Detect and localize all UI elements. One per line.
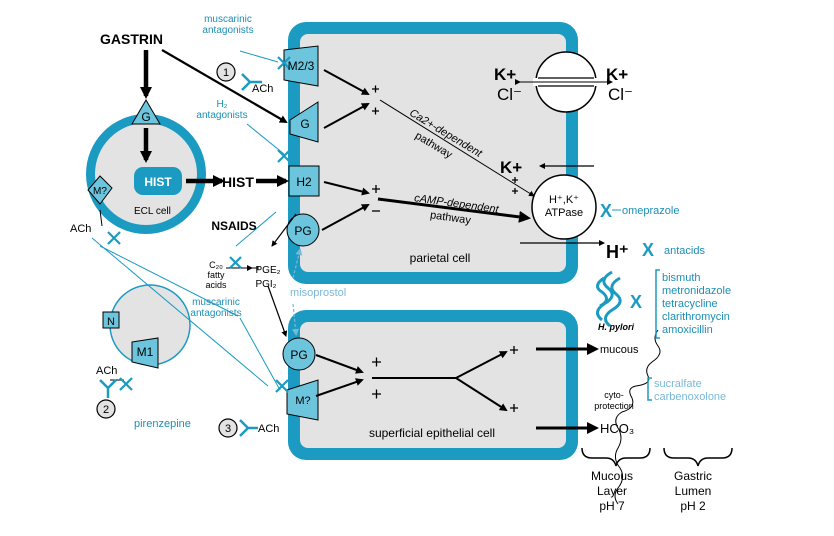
misoprostol-label: misoprostol [290,287,346,299]
k-plus-left: K+ [494,65,516,84]
k-cl-channel [515,51,613,113]
atpase-pump [531,174,597,240]
superficial-cell-label: superficial epithelial cell [369,426,495,440]
mucous-layer-line1: Mucous [591,469,633,483]
omeprazole-x: X [600,201,612,221]
hco3-label: HCO₃ [600,421,634,436]
carbenoxolone-label: carbenoxolone [654,391,726,403]
pirenzepine-label: pirenzepine [134,418,191,430]
hist-granule-label: HIST [144,175,172,189]
hist-label: HIST [222,174,254,190]
pg-receptor-parietal [286,213,320,247]
drug-target-lines [91,50,621,391]
mucous-label: mucous [600,344,639,356]
parietal-cell [288,22,578,284]
k-plus-right: K+ [606,65,628,84]
step-3-label: 3 [225,423,231,435]
amoxicillin-label: amoxicillin [662,324,713,336]
mucous-layer-line3: pH 7 [599,499,625,513]
g-ecl-label: G [141,110,150,124]
m-receptor-ecl [87,175,113,205]
gastric-lumen-line3: pH 2 [680,499,706,513]
step-2-label: 2 [103,404,109,416]
mucous-layer-line2: Layer [597,484,627,498]
h-pylori-icon [596,270,622,328]
misoprostol-arrows [292,248,303,336]
sucralfate-label: sucralfate [654,378,702,390]
camp-pathway-line2: pathway [429,209,472,227]
ach-label-neuron: ACh [96,365,117,377]
ach-label-ecl: ACh [70,223,91,235]
c20-line3: acids [205,280,227,290]
ach-ligands [99,73,262,437]
gastrin-label: GASTRIN [100,31,163,47]
hist-granule [134,167,182,195]
cytoprotection-line2: protection [594,401,634,411]
nsaids-label: NSAIDS [211,219,256,233]
m-epithelial-label: M? [295,395,310,407]
ecl-cell-label: ECL cell [134,206,171,217]
muscarinic-antagonists-mid-line1: muscarinic [192,297,240,308]
summation-signs [372,85,518,412]
muscarinic-antagonists-top-line1: muscarinic [204,14,252,25]
step-1-label: 1 [223,67,229,79]
g-parietal-label: G [300,117,309,131]
omeprazole-label: omeprazole [622,205,679,217]
tetracycline-label: tetracycline [662,298,718,310]
cl-minus-left: Cl⁻ [497,85,522,104]
pg-epithelial-label: PG [290,348,307,362]
antacids-label: antacids [664,245,705,257]
pg-parietal-label: PG [294,224,311,238]
atpase-line1: H⁺,K⁺ [549,194,579,206]
pge2-label: PGE₂ [256,265,281,276]
pgi2-label: PGI₂ [255,279,276,290]
pg-receptor-epithelial [282,337,316,371]
c20-line1: C₂₀ [209,260,223,270]
m23-receptor [283,45,319,87]
gastric-lumen-line2: Lumen [675,484,712,498]
gastric-lumen-line1: Gastric [674,469,712,483]
m23-label: M2/3 [288,59,315,73]
g-receptor-parietal [289,101,319,143]
m1-receptor [131,337,159,369]
cl-minus-right: Cl⁻ [608,85,633,104]
h2-antagonists-line2: antagonists [196,110,247,121]
h-plus-label: H⁺ [606,242,629,262]
h2-receptor-label: H2 [296,175,312,189]
c20-line2: fatty [207,270,225,280]
step-2-circle [96,399,116,419]
k-plus-pump: K+ [500,158,522,177]
drug-brackets [647,269,660,401]
atpase-line2: ATPase [545,207,583,219]
cytoprotection-line1: cyto- [604,390,624,400]
n-receptor-label: N [107,316,115,328]
clarithromycin-label: clarithromycin [662,311,730,323]
h2-antagonists-line1: H₂ [216,99,227,110]
m-receptor-epithelial [286,379,319,421]
h2-receptor [288,165,320,197]
n-receptor [102,311,120,329]
layer-braces [581,447,733,467]
h-pylori-label: H. pylori [598,322,635,332]
muscarinic-antagonists-top-line2: antagonists [202,25,253,36]
m-ecl-label: M? [93,186,107,197]
ach-label-bottom: ACh [258,423,279,435]
m1-receptor-label: M1 [137,345,154,359]
step-3-circle [218,418,238,438]
muscarinic-antagonists-mid-line2: antagonists [190,308,241,319]
block-marks [107,56,291,393]
step-1-circle [216,62,236,82]
g-receptor-ecl [131,99,161,125]
antibiotics-x: X [630,292,642,312]
ach-label-top: ACh [252,83,273,95]
parietal-cell-label: parietal cell [410,251,471,265]
bismuth-label: bismuth [662,272,701,284]
antacids-x: X [642,240,654,260]
mucous-boundary-line [614,329,661,505]
metronidazole-label: metronidazole [662,285,731,297]
